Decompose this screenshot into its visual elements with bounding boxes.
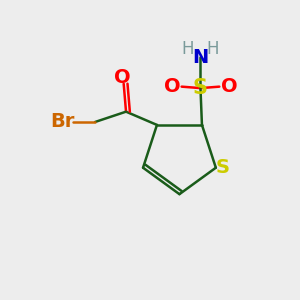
Text: S: S xyxy=(193,78,208,98)
Text: H: H xyxy=(182,40,194,58)
Text: O: O xyxy=(221,77,237,96)
Text: S: S xyxy=(215,158,229,177)
Text: O: O xyxy=(114,68,130,87)
Text: Br: Br xyxy=(50,112,74,131)
Text: H: H xyxy=(207,40,219,58)
Text: N: N xyxy=(192,48,208,67)
Text: O: O xyxy=(164,77,180,96)
